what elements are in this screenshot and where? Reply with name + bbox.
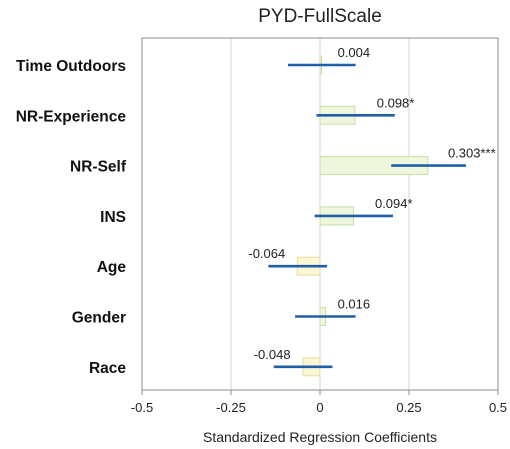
- data-label-1: 0.098*: [377, 95, 415, 110]
- data-label-2: 0.303***: [448, 146, 496, 161]
- x-tick-label-0: -0.5: [131, 400, 153, 415]
- category-label-4: Age: [97, 259, 127, 276]
- category-label-2: NR-Self: [70, 159, 127, 176]
- chart-title: PYD-FullScale: [258, 6, 382, 27]
- x-tick-label-4: 0.5: [489, 400, 507, 415]
- category-label-5: Gender: [72, 310, 126, 327]
- data-label-0: 0.004: [338, 45, 371, 60]
- data-label-3: 0.094*: [375, 196, 413, 211]
- plot-area: -0.5 -0.25 0 0.25 0.5 0.004 Time Outdoors 0.098…: [16, 37, 507, 415]
- data-label-6: -0.048: [254, 347, 291, 362]
- x-axis-title: Standardized Regression Coefficients: [203, 429, 437, 445]
- x-tick-label-1: -0.25: [216, 400, 246, 415]
- category-label-3: INS: [100, 209, 126, 226]
- x-tick-label-2: 0: [316, 400, 323, 415]
- x-tick-label-3: 0.25: [396, 400, 421, 415]
- data-label-4: -0.064: [248, 246, 285, 261]
- category-label-1: NR-Experience: [16, 108, 127, 125]
- category-label-0: Time Outdoors: [16, 58, 126, 75]
- data-label-5: 0.016: [338, 297, 371, 312]
- category-label-6: Race: [89, 360, 126, 377]
